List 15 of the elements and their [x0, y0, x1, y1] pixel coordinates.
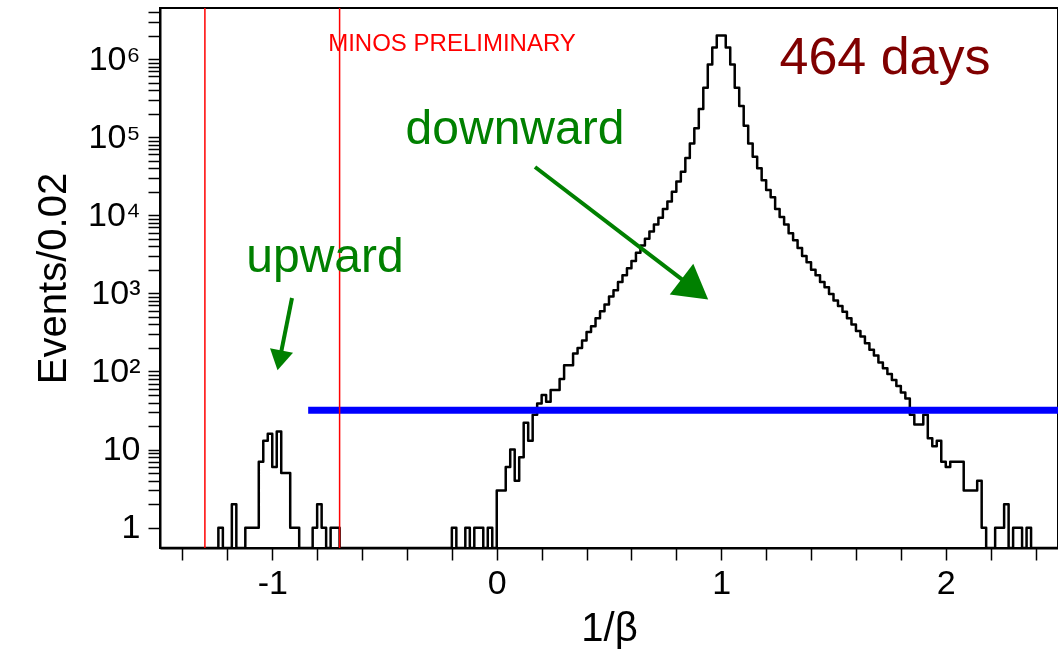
y-tick-label: 10⁴: [88, 194, 141, 233]
x-tick-label: 1: [712, 562, 732, 601]
annotation: 464 days: [779, 27, 991, 85]
y-axis-title: Events/0.02: [30, 172, 75, 385]
x-tick-label: 0: [487, 562, 507, 601]
x-tick-label: -1: [257, 562, 288, 601]
x-tick-label: 2: [936, 562, 956, 601]
y-tick-label: 10⁵: [88, 116, 141, 155]
annotation: downward: [405, 101, 625, 154]
y-tick-label: 10²: [91, 350, 141, 389]
y-tick-label: 1: [121, 507, 141, 546]
y-tick-label: 10: [102, 429, 141, 468]
y-tick-label: 10³: [91, 272, 141, 311]
x-axis-title: 1/β: [581, 604, 638, 649]
y-tick-label: 10⁶: [88, 38, 141, 77]
